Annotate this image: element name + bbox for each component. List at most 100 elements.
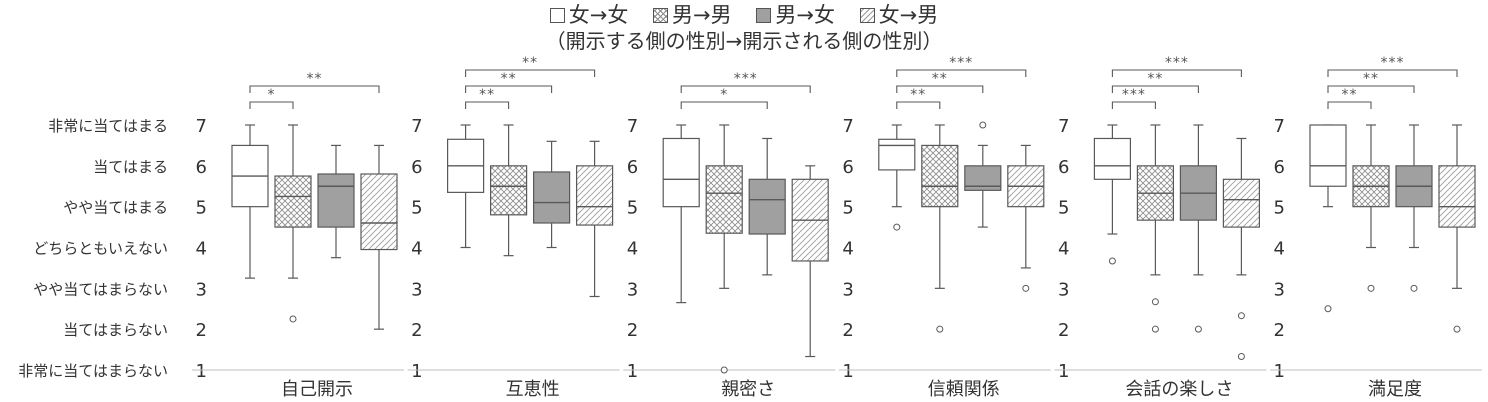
significance-bracket [465,85,553,93]
legend-swatch-gray [756,8,772,23]
y-tick-label: 2 [1274,320,1285,341]
y-tick-label: 5 [1274,198,1285,219]
significance-bracket [896,101,941,109]
y-category-label: 当てはまらない [63,321,168,339]
legend-label: 女→男 [878,3,939,27]
significance-bracket [680,101,768,109]
y-tick-label: 7 [411,116,422,137]
legend-row: 女→女 男→男 男→女 女→男 [0,0,1488,28]
significance-bracket [896,85,984,93]
y-tick-label: 5 [1058,198,1069,219]
box-4 [1222,178,1261,228]
y-tick-label: 4 [1274,239,1285,260]
y-tick-label: 3 [196,279,207,300]
legend-swatch-crosshatch [653,8,669,23]
y-tick-label: 7 [842,116,853,137]
y-category-label: 当てはまる [93,158,168,176]
significance-stars: * [268,87,276,103]
y-tick-label: 4 [842,239,853,260]
significance-stars: * [720,87,728,103]
significance-bracket [1327,69,1458,77]
outlier-point [720,366,728,374]
y-tick-label: 6 [196,157,207,178]
y-tick-label: 3 [627,279,638,300]
legend-subtitle: （開示する側の性別→開示される側の性別） [545,29,943,53]
y-tick-label: 2 [1058,320,1069,341]
panel-title: 満足度 [1368,379,1422,400]
y-tick-label: 6 [1274,157,1285,178]
significance-bracket [249,85,380,93]
box-3 [317,173,355,228]
y-tick-label: 6 [411,157,422,178]
outlier-point [1151,325,1159,333]
outlier-point [1237,312,1245,320]
y-tick-label: 5 [411,198,422,219]
y-tick-label: 5 [842,198,853,219]
legend-swatch-diagonal [859,8,875,23]
y-tick-label: 6 [842,157,853,178]
y-tick-label: 2 [196,320,207,341]
box-1 [1309,124,1347,187]
y-tick-label: 3 [411,279,422,300]
significance-bracket [465,101,510,109]
significance-stars: ** [1342,87,1358,103]
box-2 [274,175,312,228]
legend-item-male-to-female: 男→女 [756,2,835,28]
significance-stars: ** [1363,71,1379,87]
y-tick-label: 2 [627,320,638,341]
legend-label: 男→女 [775,3,835,27]
significance-stars: *** [1165,55,1189,71]
panel-title: 会話の楽しさ [1125,379,1233,400]
y-category-label: やや当てはまらない [33,280,168,298]
panel-title: 互恵性 [506,379,560,400]
significance-stars: ** [1147,71,1163,87]
y-tick-label: 4 [627,239,638,260]
y-tick-label: 7 [627,116,638,137]
significance-stars: ** [910,87,926,103]
panel-title: 自己開示 [281,379,353,400]
significance-bracket [465,69,596,77]
box-1 [1093,137,1132,180]
outlier-point [893,223,901,231]
y-tick-label: 4 [196,239,207,260]
box-4 [1438,165,1476,228]
legend-label: 女→女 [568,3,629,27]
y-tick-label: 7 [196,116,207,137]
legend: 女→女 男→男 男→女 女→男 （開示する側の性別→開示される側の性別） [0,0,1488,54]
y-tick-label: 7 [1058,116,1069,137]
y-tick-label: 4 [411,239,422,260]
y-tick-label: 1 [196,361,207,382]
box-4 [575,165,614,226]
outlier-point [289,315,297,323]
y-tick-label: 5 [196,198,207,219]
significance-stars: *** [949,55,973,71]
box-2 [705,165,743,234]
y-tick-label: 1 [627,361,638,382]
significance-stars: ** [522,55,538,71]
y-tick-label: 2 [842,320,853,341]
y-tick-label: 6 [627,157,638,178]
box-3 [532,171,571,224]
box-4 [360,173,398,251]
y-tick-label: 3 [1058,279,1069,300]
legend-item-female-to-male: 女→男 [859,2,939,28]
significance-stars: ** [479,87,495,103]
box-3 [748,178,786,235]
legend-label: 男→男 [672,3,732,27]
y-tick-label: 7 [1274,116,1285,137]
panel-title: 信頼関係 [928,379,1000,400]
outlier-point [1453,325,1461,333]
y-tick-label: 3 [1274,279,1285,300]
significance-stars: ** [501,71,517,87]
outlier-point [979,121,987,129]
y-category-label: 非常に当てはまる [48,117,168,135]
y-tick-label: 1 [411,361,422,382]
significance-bracket [1327,101,1372,109]
box-1 [878,138,916,171]
y-category-label: 非常に当てはまらない [18,362,168,380]
y-tick-label: 2 [411,320,422,341]
significance-bracket [1111,101,1156,109]
significance-stars: *** [1381,55,1405,71]
outlier-point [1410,284,1418,292]
outlier-point [1367,284,1375,292]
